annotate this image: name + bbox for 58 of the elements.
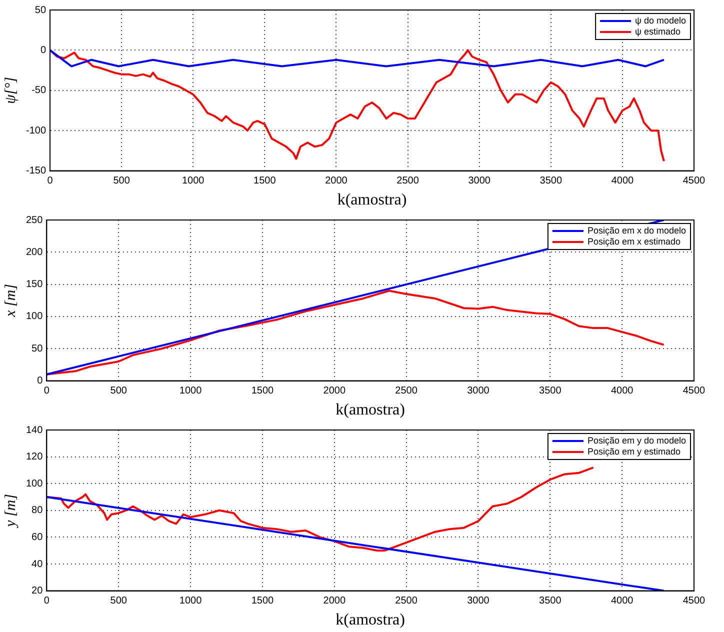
y-tick-label: 40 [32,558,44,570]
y-tick-label: 250 [26,214,44,226]
legend-label: Posição em x estimado [587,236,680,246]
legend-label: Posição em y estimado [587,446,680,456]
y-tick-label: 50 [34,4,46,16]
x-tick-label: 2000 [325,176,348,187]
legend-label: Posição em y do modelo [587,435,686,446]
x-tick-label: 1500 [254,176,276,187]
x-tick-label: 500 [110,386,128,397]
x-tick-label: 1000 [179,386,202,397]
y-tick-label: -50 [32,85,46,96]
y-tick-label: 100 [26,478,44,490]
x-tick-label: 500 [113,176,130,187]
x-tick-label: 3000 [467,596,490,607]
y-tick-label: 60 [32,532,44,543]
x-tick-label: 3500 [539,596,562,607]
y-tick-label: 0 [37,376,44,387]
y-axis-title: y [m] [2,494,19,529]
x-tick-label: 3000 [467,386,490,397]
y-tick-label: 140 [26,424,44,436]
x-tick-label: 0 [47,176,54,187]
x-tick-label: 1000 [179,596,202,607]
legend-label: Posição em x do modelo [587,225,686,236]
x-tick-label: 2000 [323,596,346,607]
y-tick-label: -100 [26,125,46,136]
x-tick-label: 4500 [682,386,706,397]
y-tick-label: 150 [26,279,44,290]
x-tick-label: 2500 [395,596,418,607]
x-tick-label: 2000 [323,386,346,397]
y-axis-title: ψ[°] [2,76,19,104]
x-tick-label: 4000 [610,386,634,397]
x-axis-title: k(amostra) [336,402,405,419]
y-axis-title: x [m] [2,284,19,318]
y-tick-label: 0 [40,44,46,56]
y-tick-label: 20 [32,586,44,597]
x-tick-label: 4000 [610,596,634,607]
x-tick-label: 1000 [182,176,205,187]
x-tick-label: 4000 [611,176,634,187]
x-tick-label: 2500 [396,176,420,187]
x-tick-label: 1500 [251,596,274,607]
legend-label: ψ estimado [635,26,680,36]
y-tick-label: 80 [32,505,44,516]
legend-label: ψ do modelo [635,15,686,26]
y-tick-label: -150 [26,166,46,177]
y-tick-label: 120 [26,452,44,463]
x-tick-label: 2500 [395,386,418,397]
x-tick-label: 3000 [468,176,491,187]
y-tick-label: 100 [26,311,44,322]
x-tick-label: 500 [110,596,128,607]
x-tick-label: 3500 [540,176,562,187]
x-axis-title: k(amostra) [337,192,407,209]
y-tick-label: 200 [26,246,44,258]
x-tick-label: 4500 [682,596,706,607]
y-tick-label: 50 [32,343,44,354]
x-tick-label: 4500 [682,176,706,187]
x-axis-title: k(amostra) [336,612,405,629]
x-tick-label: 1500 [251,386,274,397]
x-tick-label: 3500 [539,386,562,397]
